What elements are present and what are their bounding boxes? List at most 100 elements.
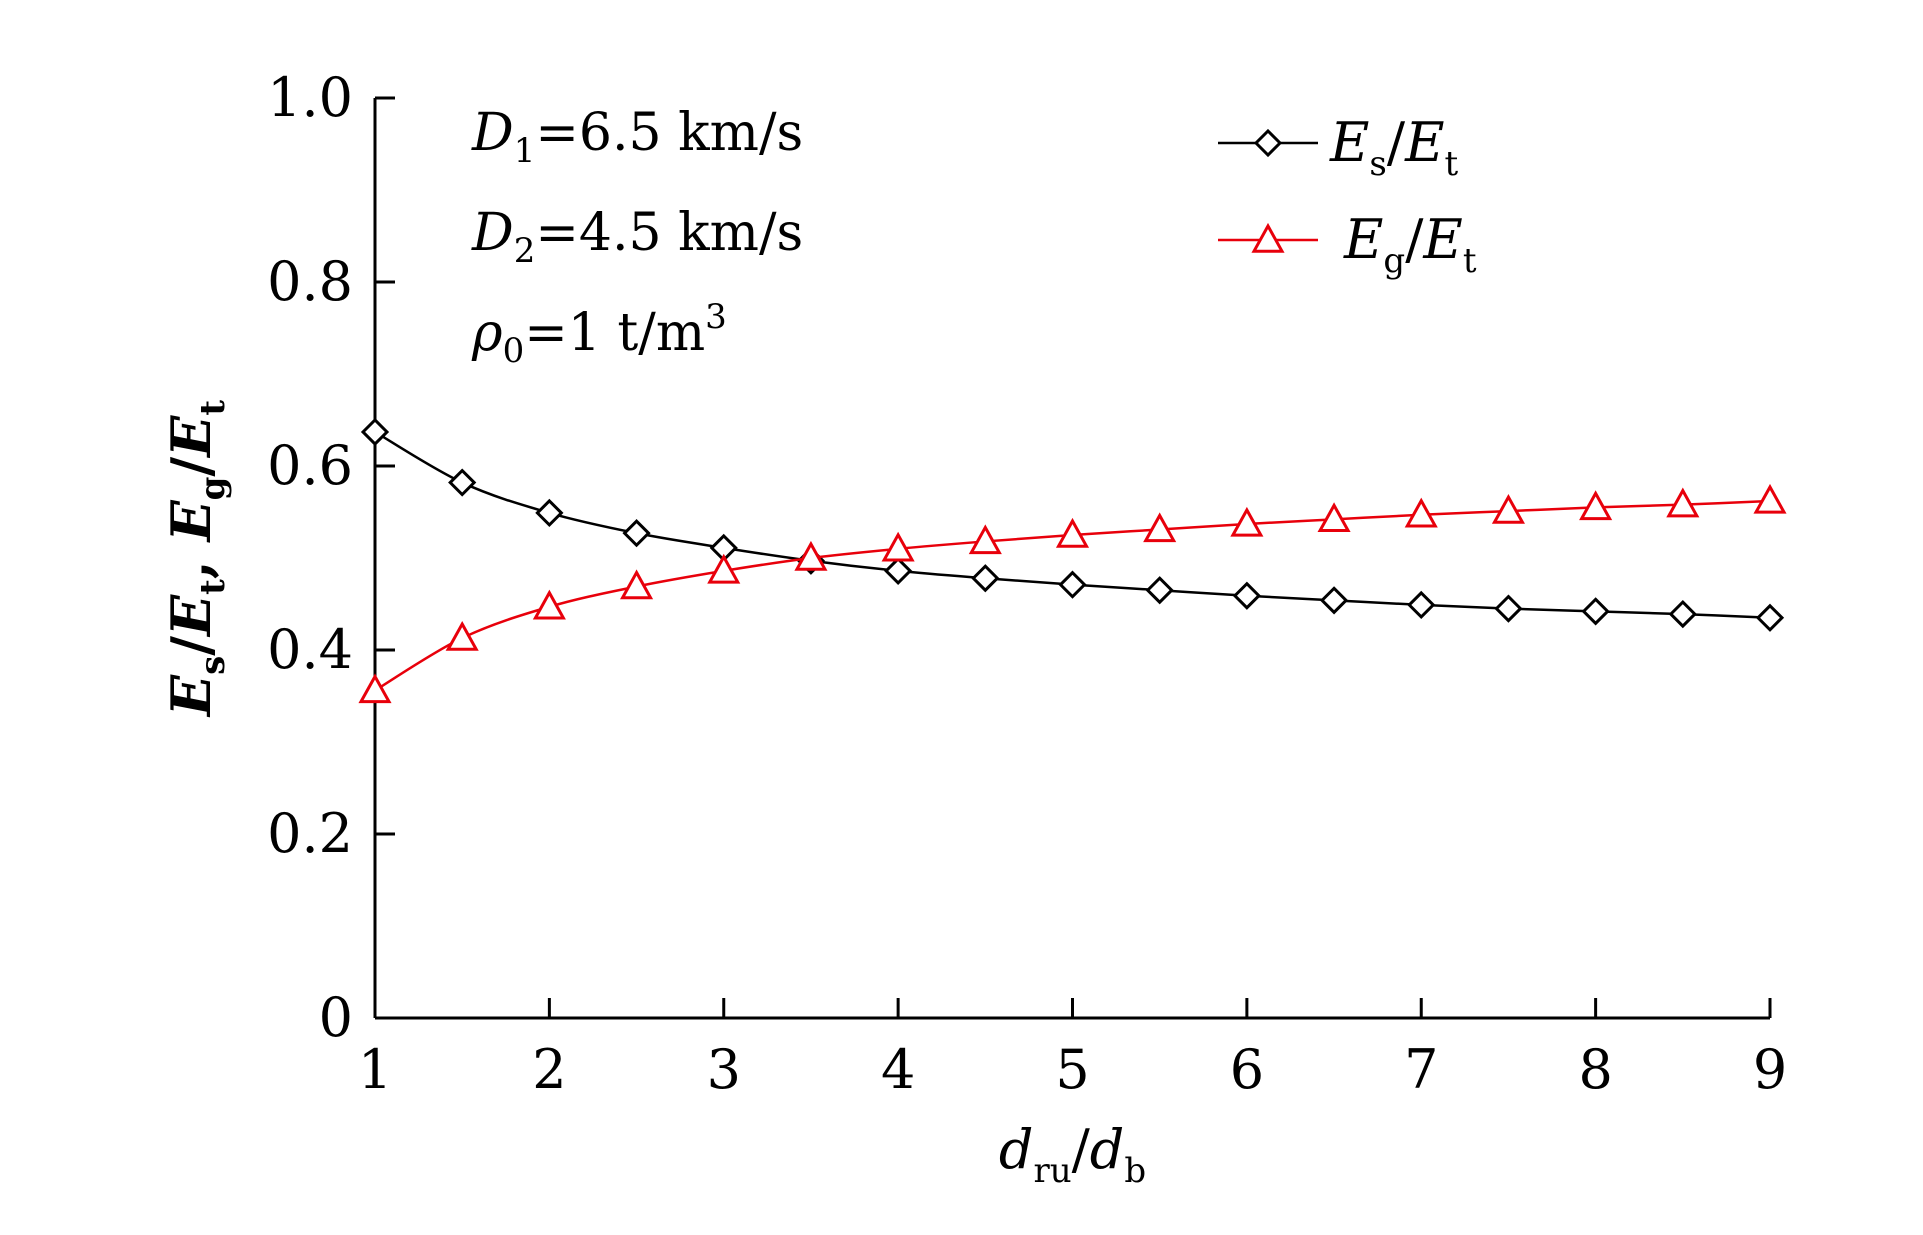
data-point xyxy=(1581,597,1610,626)
data-point xyxy=(1755,603,1785,632)
data-point xyxy=(358,673,392,704)
y-axis-title-part: E xyxy=(159,415,223,459)
data-point xyxy=(1666,487,1700,518)
x-axis-title-part: d xyxy=(1090,1118,1125,1181)
data-point xyxy=(968,524,1002,555)
legend-part: E xyxy=(1343,208,1383,271)
y-axis-title-part: , xyxy=(159,542,223,580)
legend-part: t xyxy=(1463,241,1477,281)
x-tick-label: 8 xyxy=(1578,1038,1612,1101)
data-point xyxy=(1579,490,1613,521)
x-axis-title-part: b xyxy=(1124,1151,1146,1191)
legend-label: Eg/Et xyxy=(1343,208,1477,281)
x-axis-title-part: d xyxy=(999,1118,1034,1181)
annotation-symbol: ρ xyxy=(471,303,503,363)
y-tick-label: 0.6 xyxy=(267,434,353,497)
y-axis-title-part: s xyxy=(193,656,233,675)
legend-part: E xyxy=(1422,208,1462,271)
legend-part: s xyxy=(1369,144,1386,184)
y-tick-label: 1.0 xyxy=(267,66,353,129)
legend-part: E xyxy=(1329,111,1369,174)
y-tick-label: 0.8 xyxy=(267,250,353,313)
y-axis-title-part: / xyxy=(159,457,223,477)
data-point xyxy=(445,620,479,651)
data-point xyxy=(360,417,390,447)
annotation-2: D2=4.5 km/s xyxy=(471,203,803,271)
annotation-sub: 1 xyxy=(514,131,536,171)
data-point xyxy=(884,556,913,586)
data-point xyxy=(620,569,654,600)
x-tick-label: 1 xyxy=(358,1038,392,1101)
annotation-text: =1 t/m xyxy=(524,303,705,363)
legend-marker xyxy=(1253,128,1283,158)
x-tick-label: 2 xyxy=(532,1038,566,1101)
series-es-et xyxy=(360,417,1785,632)
data-point xyxy=(794,540,828,571)
data-point xyxy=(1317,502,1351,533)
data-point xyxy=(1491,493,1525,524)
data-point xyxy=(971,564,1000,593)
data-point xyxy=(448,468,477,497)
data-point xyxy=(532,589,566,620)
data-point xyxy=(881,531,915,562)
data-point xyxy=(1404,497,1438,528)
data-point xyxy=(707,553,741,584)
data-point xyxy=(1145,576,1174,605)
x-axis-title: dru/db xyxy=(999,1118,1146,1191)
y-tick-label: 0.2 xyxy=(267,802,353,865)
data-point xyxy=(1668,599,1697,629)
data-point xyxy=(1494,594,1523,623)
annotation-symbol: D xyxy=(471,103,514,163)
data-point xyxy=(1407,590,1436,620)
annotation-1: D1=6.5 km/s xyxy=(471,103,803,171)
x-tick-label: 7 xyxy=(1404,1038,1438,1101)
legend-item-1: Es/Et xyxy=(1218,111,1459,184)
annotation-sup: 3 xyxy=(705,297,727,337)
data-point xyxy=(1055,517,1090,548)
data-point xyxy=(1319,586,1349,615)
legend-marker xyxy=(1251,222,1285,253)
data-point xyxy=(1058,570,1087,599)
x-axis-title-part: / xyxy=(1072,1118,1091,1181)
legend-part: E xyxy=(1404,111,1444,174)
data-point xyxy=(1753,483,1787,514)
annotation-sub: 2 xyxy=(514,231,536,271)
y-tick-label: 0 xyxy=(319,986,353,1049)
y-axis-title-part: g xyxy=(193,477,233,501)
data-point xyxy=(622,519,651,548)
annotation-text: =4.5 km/s xyxy=(535,203,803,263)
y-axis-title-part: E xyxy=(159,594,223,638)
legend-part: / xyxy=(1405,208,1424,271)
data-point xyxy=(1230,506,1264,537)
y-axis-title-part: E xyxy=(159,674,223,718)
data-point xyxy=(1232,581,1261,610)
annotation-symbol: D xyxy=(471,203,514,263)
legend-label: Es/Et xyxy=(1329,111,1459,184)
annotation-3: ρ0=1 t/m3 xyxy=(471,297,727,371)
y-axis-title-part: t xyxy=(193,579,233,595)
x-tick-label: 9 xyxy=(1753,1038,1787,1101)
y-axis-title-part: E xyxy=(159,500,223,544)
y-axis-title-part: t xyxy=(193,400,233,416)
series-layer xyxy=(358,417,1787,704)
y-axis-title-part: / xyxy=(159,636,223,656)
legend-part: / xyxy=(1387,111,1406,174)
series-eg-et xyxy=(358,483,1787,704)
legend-part: g xyxy=(1383,241,1405,281)
x-axis-title-part: ru xyxy=(1033,1151,1071,1191)
x-tick-label: 4 xyxy=(881,1038,915,1101)
data-point xyxy=(535,498,564,528)
x-tick-label: 5 xyxy=(1055,1038,1089,1101)
legend-part: t xyxy=(1445,144,1459,184)
annotation-text: =6.5 km/s xyxy=(535,103,803,163)
x-tick-label: 3 xyxy=(707,1038,741,1101)
y-tick-label: 0.4 xyxy=(267,618,353,681)
x-tick-label: 6 xyxy=(1230,1038,1264,1101)
legend-item-2: Eg/Et xyxy=(1218,208,1477,281)
annotations: D1=6.5 km/sD2=4.5 km/sρ0=1 t/m3 xyxy=(471,103,803,371)
annotation-sub: 0 xyxy=(503,331,525,371)
